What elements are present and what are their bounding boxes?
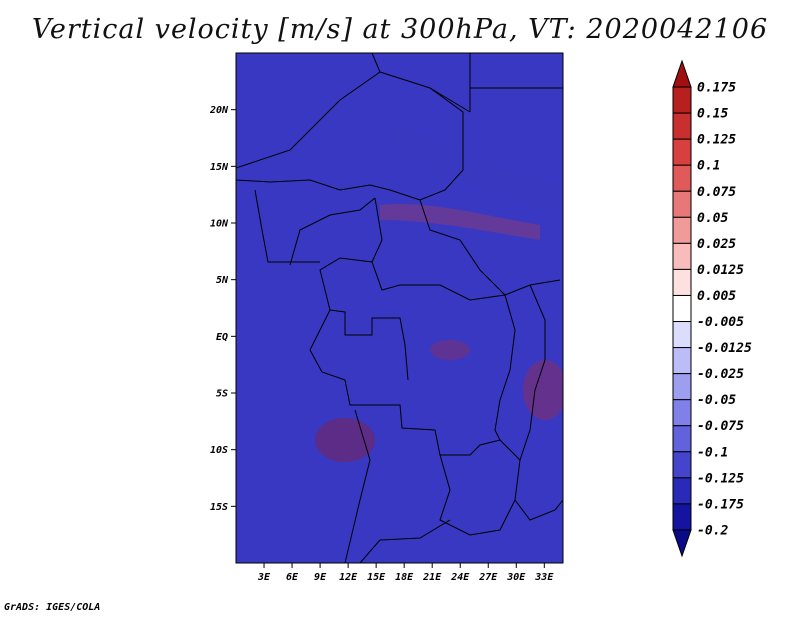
colorbar-label: -0.125: [697, 471, 744, 486]
lon-tick-label: 24E: [450, 572, 470, 583]
latitude-axis: 20N 15N 10N 5N EQ 5S 10S 15S: [209, 105, 236, 513]
map-frame: [235, 52, 564, 564]
ascent-cluster-congo: [430, 340, 470, 360]
east-africa-boundary: [519, 284, 546, 461]
central-africa-boundary: [319, 257, 561, 311]
colorbar: 0.175 0.15 0.125 0.1 0.075 0.05 0.025 0.0125 0.0…: [672, 59, 752, 558]
lon-tick-label: 30E: [506, 572, 526, 583]
colorbar-swatch: [672, 321, 692, 349]
lat-tick-label: 10S: [210, 445, 228, 456]
field-features: [315, 120, 563, 462]
ascent-cluster-east: [523, 360, 563, 420]
colorbar-swatch: [672, 216, 692, 244]
descent-band: [390, 120, 563, 215]
lon-tick-label: 18E: [395, 572, 414, 583]
colorbar-swatch: [672, 373, 692, 401]
chad-boundary: [371, 197, 383, 263]
colorbar-label: 0.075: [697, 185, 736, 200]
colorbar-label: -0.025: [697, 367, 744, 382]
colorbar-label: 0.175: [697, 81, 736, 96]
lat-tick-label: 5N: [216, 275, 229, 286]
drc-east-boundary: [494, 294, 516, 441]
colorbar-label: 0.15: [697, 107, 728, 122]
country-boundaries: [236, 53, 563, 563]
nigeria-boundary: [289, 197, 376, 266]
lon-tick-label: 6E: [286, 572, 299, 583]
colorbar-label: -0.175: [697, 497, 744, 512]
west-africa-boundary: [254, 189, 320, 263]
colorbar-label: -0.2: [697, 523, 728, 538]
colorbar-swatch: [672, 477, 692, 505]
colorbar-swatch: [672, 86, 692, 114]
colorbar-label: 0.0125: [697, 263, 744, 278]
colorbar-label: -0.005: [697, 315, 744, 330]
lat-tick-label: 15S: [210, 502, 228, 513]
colorbar-label: -0.0125: [697, 341, 752, 356]
ascent-cluster-angola: [315, 418, 375, 462]
colorbar-label: -0.1: [697, 445, 728, 460]
colorbar-swatch: [672, 59, 692, 88]
colorbar-label: 0.125: [697, 133, 736, 148]
lat-tick-label: 15N: [210, 162, 229, 173]
drc-south-boundary: [344, 379, 501, 456]
ascent-band: [380, 204, 540, 240]
namibia-boundary: [359, 519, 451, 563]
boundary-segment: [429, 87, 471, 113]
colorbar-swatch: [672, 242, 692, 270]
mozambique-boundary: [499, 439, 563, 521]
colorbar-swatch: [672, 268, 692, 296]
sahel-boundary: [236, 71, 464, 201]
zambia-boundary: [439, 454, 516, 536]
colorbar-swatch: [672, 451, 692, 479]
lat-tick-label: 10N: [210, 219, 229, 230]
colorbar-label: -0.075: [697, 419, 744, 434]
lon-tick-label: 12E: [339, 572, 358, 583]
colorbar-label: 0.005: [697, 289, 736, 304]
lon-tick-label: 33E: [534, 572, 554, 583]
colorbar-swatch: [672, 347, 692, 375]
lon-tick-label: 9E: [314, 572, 327, 583]
software-credit: GrADS: IGES/COLA: [4, 602, 101, 613]
colorbar-swatch: [672, 399, 692, 427]
colorbar-swatch: [672, 503, 692, 531]
lat-tick-label: 20N: [209, 105, 229, 116]
longitude-axis: 3E 6E 9E 12E 15E 18E 21E 24E 27E 30E 33E: [257, 563, 554, 583]
lon-tick-label: 21E: [422, 572, 442, 583]
colorbar-swatch: [672, 190, 692, 218]
lon-tick-label: 15E: [367, 572, 386, 583]
colorbar-label: 0.05: [697, 211, 728, 226]
lon-tick-label: 27E: [478, 572, 498, 583]
colorbar-swatch: [672, 294, 692, 323]
colorbar-swatch: [672, 164, 692, 192]
colorbar-label: 0.025: [697, 237, 736, 252]
gabon-boundary: [309, 309, 346, 381]
lat-tick-label: 5S: [216, 389, 228, 400]
chart-title: Vertical velocity [m/s] at 300hPa, VT: 2…: [31, 14, 769, 45]
colorbar-swatch: [672, 112, 692, 140]
congo-boundary: [329, 309, 409, 381]
lat-tick-label: EQ: [216, 332, 228, 343]
sudan-boundary: [419, 199, 506, 296]
colorbar-label: 0.1: [697, 159, 720, 174]
lon-tick-label: 3E: [257, 572, 271, 583]
boundary-segment: [371, 53, 381, 73]
colorbar-swatch: [672, 425, 692, 453]
angola-boundary: [344, 409, 371, 563]
colorbar-label: -0.05: [697, 393, 736, 408]
colorbar-swatch: [672, 529, 692, 558]
colorbar-swatch: [672, 138, 692, 166]
